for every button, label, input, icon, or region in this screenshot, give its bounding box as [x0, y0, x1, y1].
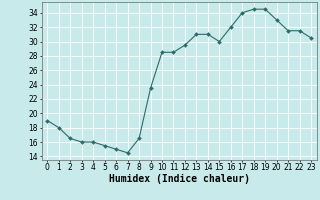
X-axis label: Humidex (Indice chaleur): Humidex (Indice chaleur): [109, 174, 250, 184]
